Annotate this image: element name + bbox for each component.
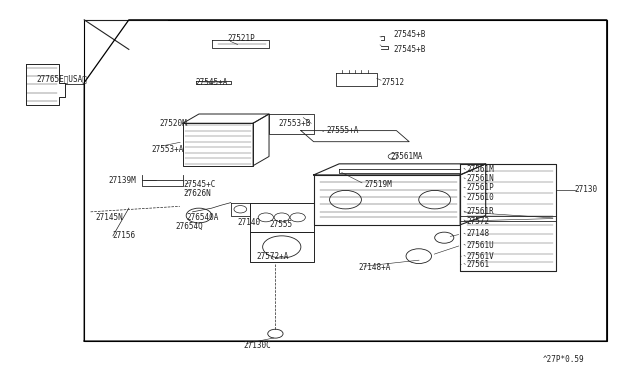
Text: 27145N: 27145N: [96, 213, 124, 222]
Text: 27561P: 27561P: [467, 183, 494, 192]
Text: 27561R: 27561R: [467, 207, 494, 217]
Text: 27545+B: 27545+B: [394, 30, 426, 39]
Text: 27626N: 27626N: [183, 189, 211, 198]
Text: 27545+A: 27545+A: [196, 78, 228, 87]
Text: 27130C: 27130C: [244, 341, 271, 350]
Text: 275610: 275610: [467, 193, 494, 202]
Text: 27139M: 27139M: [108, 176, 136, 185]
Text: 27140: 27140: [237, 218, 260, 227]
Text: 27654Q: 27654Q: [175, 222, 203, 231]
Text: 27561V: 27561V: [467, 251, 494, 261]
Text: 27561: 27561: [467, 260, 490, 269]
Text: 27555: 27555: [269, 220, 292, 229]
Text: 27561N: 27561N: [467, 174, 494, 183]
Text: 27561MA: 27561MA: [390, 152, 422, 161]
Text: 27553+B: 27553+B: [278, 119, 311, 128]
Text: 27553+A: 27553+A: [151, 145, 184, 154]
Text: 27520M: 27520M: [159, 119, 187, 128]
Text: 27561U: 27561U: [467, 241, 494, 250]
Text: 27765E〈USA〉: 27765E〈USA〉: [36, 74, 87, 83]
Text: 27148: 27148: [467, 230, 490, 238]
Bar: [84, 20, 607, 341]
Text: ^27P*0.59: ^27P*0.59: [543, 355, 585, 364]
Text: 27561M: 27561M: [467, 165, 494, 174]
Text: 27521P: 27521P: [228, 34, 255, 43]
Text: 27572+A: 27572+A: [256, 251, 289, 261]
Text: 276540A: 276540A: [186, 213, 218, 222]
Text: 27512: 27512: [382, 78, 405, 87]
Text: 27156: 27156: [113, 231, 136, 240]
Text: 27130: 27130: [575, 185, 598, 194]
Text: 27519M: 27519M: [365, 180, 392, 189]
Text: 27545+B: 27545+B: [394, 45, 426, 54]
Text: 27545+C: 27545+C: [183, 180, 216, 189]
Text: 27555+A: 27555+A: [326, 126, 359, 135]
Text: 27148+A: 27148+A: [358, 263, 390, 272]
Text: 27572: 27572: [467, 217, 490, 225]
